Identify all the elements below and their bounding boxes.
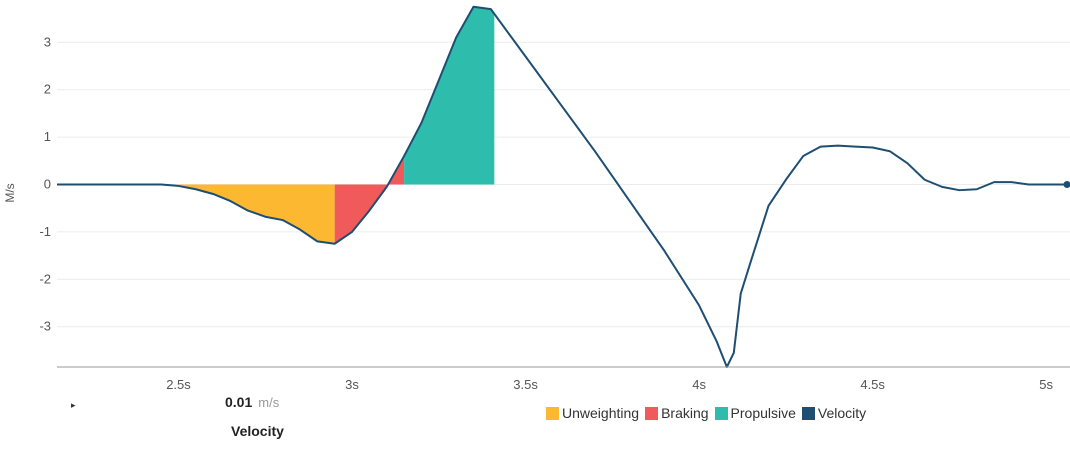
- legend-label: Propulsive: [730, 405, 796, 421]
- caret-right-icon[interactable]: ▸: [71, 400, 76, 410]
- velocity-line: [57, 5, 1067, 368]
- y-tick-label: -1: [39, 224, 51, 239]
- legend-swatch: [714, 406, 728, 420]
- legend-label: Unweighting: [562, 405, 640, 421]
- legend-item-unweighting[interactable]: Unweighting: [546, 405, 639, 421]
- x-tick-label: 3.5s: [513, 377, 538, 392]
- y-tick-label: 3: [44, 34, 51, 49]
- legend-swatch: [645, 406, 659, 420]
- y-tick-label: -2: [39, 271, 51, 286]
- legend-item-braking[interactable]: Braking: [645, 405, 709, 421]
- legend-label: Braking: [661, 405, 709, 421]
- x-tick-labels: 2.5s 3s 3.5s 4s 4.5s 5s: [166, 377, 1053, 392]
- y-tick-label: 0: [44, 177, 51, 192]
- y-tick-label: 2: [44, 82, 51, 97]
- phase-area-unweighting: [178, 184, 335, 244]
- phase-areas: [178, 6, 495, 244]
- x-tick-label: 2.5s: [166, 377, 191, 392]
- velocity-line-group: [57, 5, 1070, 368]
- legend-swatch: [801, 406, 815, 420]
- readout: 0.01 m/s: [225, 394, 279, 410]
- phase-area-braking: [334, 156, 405, 244]
- x-tick-label: 4s: [692, 377, 706, 392]
- legend-item-velocity[interactable]: Velocity: [801, 405, 867, 421]
- readout-unit: m/s: [258, 395, 280, 410]
- y-tick-label: 1: [44, 129, 51, 144]
- legend-item-propulsive[interactable]: Propulsive: [714, 405, 796, 421]
- legend-label: Velocity: [817, 405, 867, 421]
- velocity-end-point[interactable]: [1063, 181, 1070, 188]
- y-tick-labels: 3 2 1 0 -1 -2 -3: [39, 34, 51, 333]
- chart-legend: Unweighting Braking Propulsive Velocity: [546, 405, 872, 421]
- velocity-chart: 3 2 1 0 -1 -2 -3 2.5s 3s 3.5s 4s 4.5s 5s M/s: [3, 5, 1070, 392]
- readout-label: Velocity: [231, 423, 284, 439]
- x-tick-label: 4.5s: [860, 377, 885, 392]
- phase-area-propulsive: [404, 6, 495, 185]
- y-axis-title: M/s: [3, 183, 17, 202]
- y-tick-label: -3: [39, 319, 51, 334]
- legend-swatch: [546, 406, 559, 420]
- x-tick-label: 3s: [345, 377, 359, 392]
- x-tick-label: 5s: [1039, 377, 1053, 392]
- readout-value: 0.01: [225, 394, 253, 410]
